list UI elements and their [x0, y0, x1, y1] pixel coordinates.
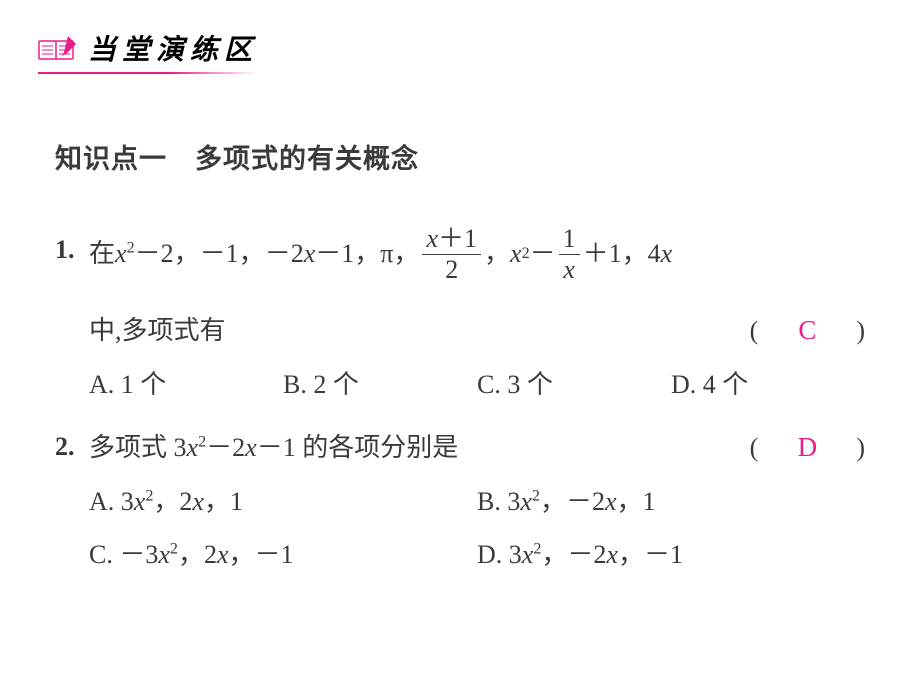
problem-body: 在 x2－2， －1， －2x－1， π， x＋1 2 ， x2－ 1x ＋1 …	[89, 225, 865, 413]
section-label: 知识点一	[55, 144, 167, 174]
q2-opt-a: A. 3x2，2x，1	[89, 477, 477, 526]
section-title-text: 多项式的有关概念	[195, 144, 419, 174]
header-bar: 当堂演练区	[0, 0, 920, 68]
q2-opt-c: C. －3x2，2x，－1	[89, 530, 477, 579]
expr-4: π	[380, 229, 393, 278]
problem-2: 2. 多项式 3x2－2x－1 的各项分别是 ( D ) A. 3x2，2x，1…	[55, 422, 865, 580]
q2-prefix: 多项式	[89, 433, 174, 462]
header-title: 当堂演练区	[88, 28, 258, 68]
problem-1-question: 中,多项式有 ( C )	[89, 305, 865, 356]
problem-number: 1.	[55, 225, 89, 413]
expr-3: －2x－1	[265, 229, 355, 278]
q1-opt-d: D. 4 个	[671, 360, 865, 409]
problem-2-stem: 多项式 3x2－2x－1 的各项分别是 ( D )	[89, 422, 865, 473]
q2-opt-b: B. 3x2，－2x，1	[477, 477, 865, 526]
expr-2: －1	[200, 229, 239, 278]
expr-1: x2－2	[115, 229, 174, 278]
q2-expr: 3x2－2x－1	[174, 433, 296, 462]
content: 知识点一多项式的有关概念 1. 在 x2－2， －1， －2x－1， π， x＋…	[0, 74, 920, 580]
section-heading: 知识点一多项式的有关概念	[55, 134, 865, 185]
q1-opt-b: B. 2 个	[283, 360, 477, 409]
q2-options-row2: C. －3x2，2x，－1 D. 3x2，－2x，－1	[89, 530, 865, 579]
q2-opt-d: D. 3x2，－2x，－1	[477, 530, 865, 579]
problem-number: 2.	[55, 422, 89, 580]
book-pencil-icon	[38, 34, 78, 62]
expr-5: x＋1 2	[422, 225, 481, 283]
q2-answer: D	[784, 422, 830, 473]
answer-bracket: ( D )	[750, 422, 865, 473]
q2-suffix: 的各项分别是	[302, 433, 458, 462]
q1-tail: 中,多项式有	[89, 306, 226, 355]
problem-1: 1. 在 x2－2， －1， －2x－1， π， x＋1 2 ， x2－ 1x …	[55, 225, 865, 413]
q1-opt-c: C. 3 个	[477, 360, 671, 409]
prefix-text: 在	[89, 229, 115, 278]
problem-1-expressions: 在 x2－2， －1， －2x－1， π， x＋1 2 ， x2－ 1x ＋1 …	[89, 225, 865, 283]
q1-answer: C	[784, 305, 830, 356]
q1-options: A. 1 个 B. 2 个 C. 3 个 D. 4 个	[89, 360, 865, 409]
problem-body: 多项式 3x2－2x－1 的各项分别是 ( D ) A. 3x2，2x，1 B.…	[89, 422, 865, 580]
q1-opt-a: A. 1 个	[89, 360, 283, 409]
expr-6: x2－ 1x ＋1	[510, 225, 622, 283]
q2-options-row1: A. 3x2，2x，1 B. 3x2，－2x，1	[89, 477, 865, 526]
expr-7: 4x	[648, 229, 673, 278]
answer-bracket: ( C )	[750, 305, 865, 356]
